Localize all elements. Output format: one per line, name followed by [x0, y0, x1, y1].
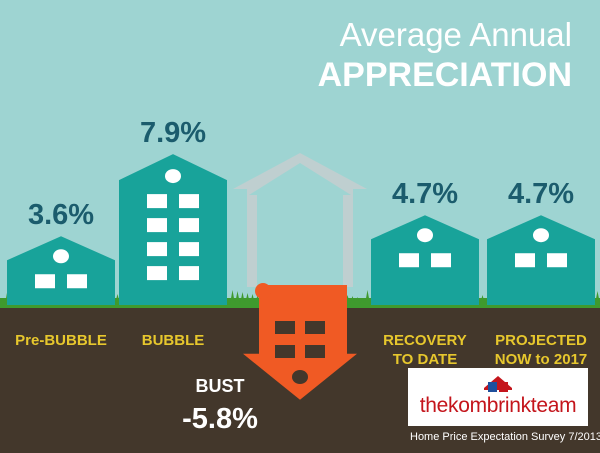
bar-5: 4.7% PROJECTED NOW to 2017 [487, 178, 595, 368]
grass-blade [480, 295, 485, 304]
window [547, 253, 567, 268]
value-label: 3.6% [28, 199, 94, 231]
kombrink-team-logo: thekombrinkteam [408, 368, 588, 426]
window [179, 218, 199, 233]
window [179, 194, 199, 209]
grass-blade [595, 291, 600, 304]
attic-window [165, 169, 181, 184]
category-label: BUST [196, 376, 245, 396]
bust-ghost-house-inner [249, 163, 351, 287]
window [147, 194, 167, 209]
window [399, 253, 419, 268]
chart-title-line1: Average Annual [339, 16, 572, 53]
grass-blade [0, 298, 5, 304]
grass-blade [365, 290, 370, 304]
attic-window [292, 370, 308, 384]
chart-title-line2: APPRECIATION [317, 56, 572, 94]
bar-4: 4.7% RECOVERY TO DATE [371, 178, 479, 368]
window [305, 321, 325, 334]
window [179, 266, 199, 281]
window [275, 321, 295, 334]
category-label: RECOVERY [383, 332, 467, 349]
attic-window [417, 228, 433, 243]
grass-blade [355, 297, 360, 304]
window [275, 345, 295, 358]
bust-bar-curl [255, 283, 271, 299]
category-label: Pre-BUBBLE [15, 332, 107, 349]
grass-blade [250, 294, 255, 304]
value-label: 4.7% [508, 178, 574, 210]
grass-blade [240, 292, 245, 304]
window [147, 266, 167, 281]
grass-blade [115, 294, 120, 304]
house-bar [487, 215, 595, 305]
house-bar [7, 236, 115, 305]
bar-1: 3.6% Pre-BUBBLE [7, 199, 115, 349]
window [67, 274, 87, 289]
category-label: NOW to 2017 [495, 351, 588, 368]
bar-3: BUST -5.8% [182, 153, 367, 435]
house-bar [371, 215, 479, 305]
value-label: 4.7% [392, 178, 458, 210]
grass-blade [235, 291, 240, 304]
window [179, 242, 199, 257]
bar-2: 7.9% BUBBLE [119, 117, 227, 349]
source-footnote: Home Price Expectation Survey 7/2013 [410, 431, 600, 443]
window [515, 253, 535, 268]
grass-blade [350, 296, 355, 304]
grass-blade [230, 290, 235, 304]
window [305, 345, 325, 358]
category-label: PROJECTED [495, 332, 587, 349]
grass-blade [255, 295, 260, 304]
category-label: BUBBLE [142, 332, 205, 349]
grass-blade [245, 293, 250, 304]
category-label: TO DATE [393, 351, 457, 368]
value-label: -5.8% [182, 403, 258, 435]
bust-bar [243, 285, 357, 400]
attic-window [53, 249, 69, 264]
window [431, 253, 451, 268]
window [35, 274, 55, 289]
value-label: 7.9% [140, 117, 206, 149]
grass-blade [360, 298, 365, 304]
logo-text: thekombrinkteam [419, 394, 577, 417]
attic-window [533, 228, 549, 243]
house-bar [119, 154, 227, 305]
window [147, 218, 167, 233]
window [147, 242, 167, 257]
house-logo-icon [484, 376, 512, 392]
